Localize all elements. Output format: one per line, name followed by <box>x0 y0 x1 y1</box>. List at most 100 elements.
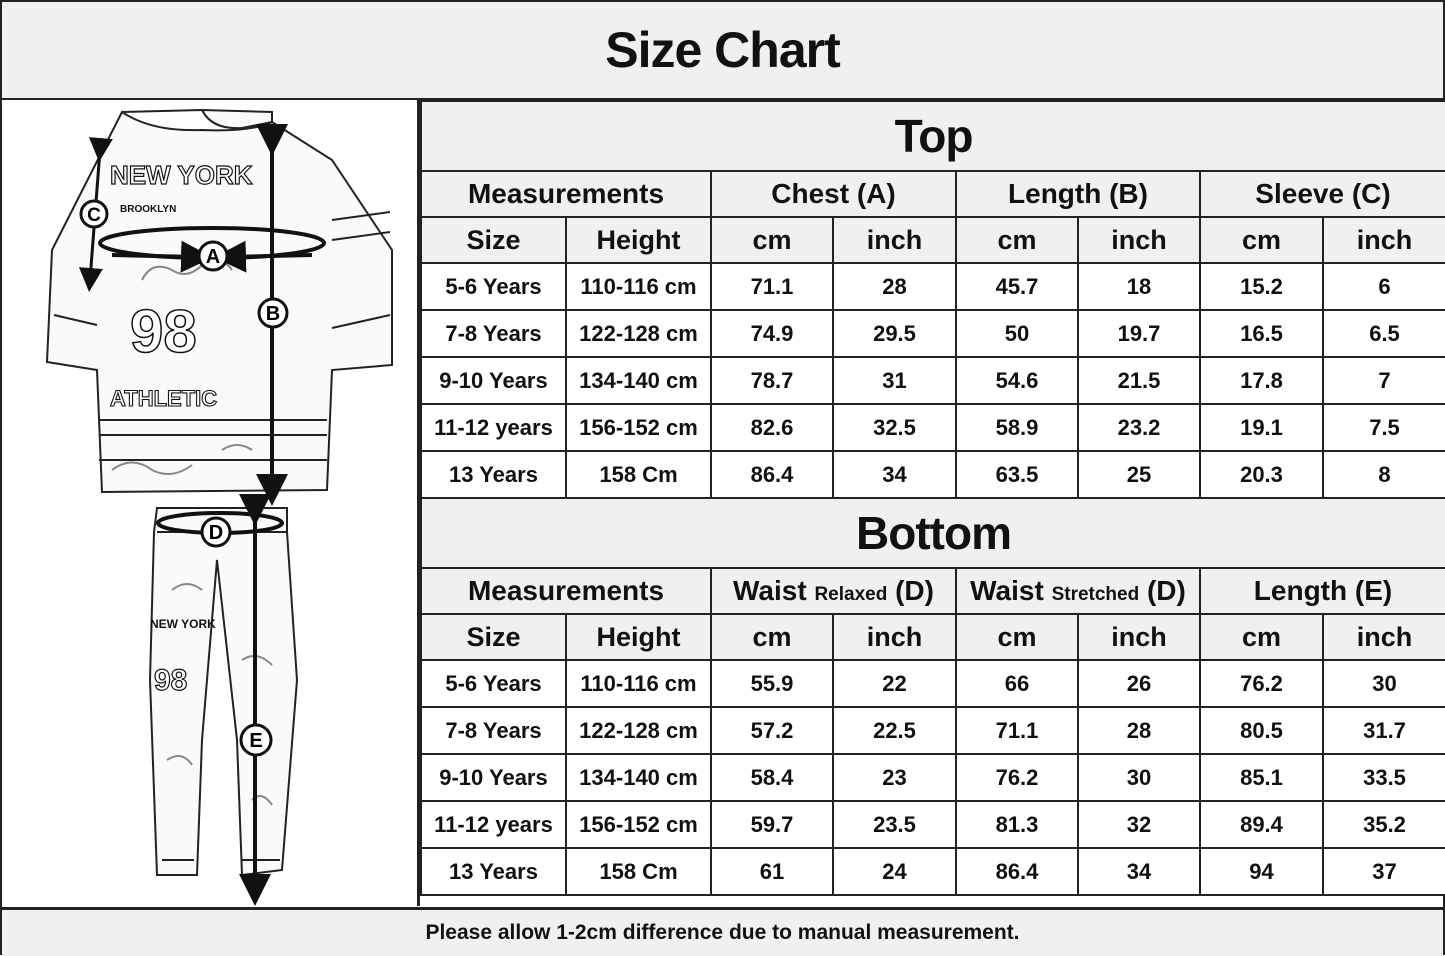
page-title: Size Chart <box>2 2 1443 101</box>
footer-note: Please allow 1-2cm difference due to man… <box>2 907 1443 956</box>
svg-text:D: D <box>209 522 223 544</box>
subheader-row: Size Height cm inch cm inch cm inch <box>420 216 1445 264</box>
table-cell: 55.9 <box>710 659 834 708</box>
table-cell: 78.7 <box>710 356 834 405</box>
group-header-main: Length (E) <box>1253 575 1393 606</box>
table-cell: 5-6 Years <box>420 262 567 311</box>
section-title-row: Bottom <box>419 497 1445 569</box>
table-cell: 15.2 <box>1199 262 1324 311</box>
table-cell: 30 <box>1321 659 1445 708</box>
column-header: cm <box>710 613 834 661</box>
table-cell: 13 Years <box>420 450 567 499</box>
column-header: cm <box>955 216 1079 264</box>
table-cell: 34 <box>1077 847 1201 896</box>
table-cell: 25 <box>1077 450 1201 499</box>
table-cell: 158 Cm <box>565 847 712 896</box>
table-cell: 86.4 <box>955 847 1079 896</box>
table-cell: 28 <box>832 262 957 311</box>
table-cell: 50 <box>955 309 1079 358</box>
table-cell: 76.2 <box>955 753 1079 802</box>
column-header: cm <box>1199 216 1324 264</box>
group-header: Waist Stretched (D) <box>955 567 1201 615</box>
table-cell: 23.2 <box>1077 403 1201 452</box>
table-cell: 6 <box>1321 262 1445 311</box>
table-cell: 31 <box>832 356 957 405</box>
table-cell: 6.5 <box>1321 309 1445 358</box>
column-header: Size <box>420 216 567 264</box>
column-header: inch <box>1077 613 1201 661</box>
table-cell: 24 <box>832 847 957 896</box>
group-header-main: Measurements <box>467 575 665 606</box>
table-row: 9-10 Years 134-140 cm 58.4 23 76.2 30 85.1 33.5 <box>420 753 1445 802</box>
group-header: Measurements <box>420 567 712 615</box>
table-row: 9-10 Years 134-140 cm 78.7 31 54.6 21.5 17.8 7 <box>420 356 1445 405</box>
table-cell: 21.5 <box>1077 356 1201 405</box>
table-cell: 8 <box>1321 450 1445 499</box>
column-header: inch <box>1077 216 1201 264</box>
table-cell: 82.6 <box>710 403 834 452</box>
table-row: 13 Years 158 Cm 61 24 86.4 34 94 37 <box>420 847 1445 896</box>
table-cell: 89.4 <box>1199 800 1324 849</box>
table-cell: 13 Years <box>420 847 567 896</box>
table-cell: 110-116 cm <box>565 262 712 311</box>
marker-e: E <box>239 723 273 757</box>
table-cell: 74.9 <box>710 309 834 358</box>
group-header: Chest (A) <box>710 170 957 218</box>
table-cell: 63.5 <box>955 450 1079 499</box>
table-cell: 94 <box>1199 847 1324 896</box>
table-cell: 45.7 <box>955 262 1079 311</box>
table-cell: 58.4 <box>710 753 834 802</box>
svg-text:B: B <box>266 303 280 325</box>
column-header: Height <box>565 613 712 661</box>
table-cell: 110-116 cm <box>565 659 712 708</box>
table-cell: 134-140 cm <box>565 753 712 802</box>
garment-drawing: NEW YORK BROOKLYN 98 ATHLETIC NEW YORK 9… <box>45 108 393 906</box>
table-cell: 86.4 <box>710 450 834 499</box>
table-cell: 7 <box>1321 356 1445 405</box>
column-header: Size <box>420 613 567 661</box>
column-header: Height <box>565 216 712 264</box>
pants-print-text: NEW YORK <box>150 617 216 631</box>
table-row: 7-8 Years 122-128 cm 57.2 22.5 71.1 28 80.5 31.… <box>420 706 1445 755</box>
group-header: Sleeve (C) <box>1198 170 1445 218</box>
table-cell: 71.1 <box>710 262 834 311</box>
table-cell: 23.5 <box>832 800 957 849</box>
group-header-suffix: (D) <box>1146 575 1186 606</box>
subheader-row: Size Height cm inch cm inch cm inch <box>420 613 1445 661</box>
table-cell: 80.5 <box>1199 706 1324 755</box>
table-cell: 32.5 <box>832 403 957 452</box>
table-cell: 134-140 cm <box>565 356 712 405</box>
table-cell: 37 <box>1321 847 1445 896</box>
shirt-print-text: NEW YORK <box>110 160 253 190</box>
table-cell: 35.2 <box>1321 800 1445 849</box>
table-cell: 34 <box>832 450 957 499</box>
column-header: cm <box>1199 613 1324 661</box>
group-header: Length (B) <box>955 170 1201 218</box>
table-cell: 11-12 years <box>420 403 567 452</box>
group-header-suffix: (D) <box>895 575 934 606</box>
table-cell: 7-8 Years <box>420 309 567 358</box>
group-header: Waist Relaxed (D) <box>710 567 957 615</box>
table-row: 5-6 Years 110-116 cm 55.9 22 66 26 76.2 30 <box>420 659 1445 708</box>
table-cell: 59.7 <box>710 800 834 849</box>
column-header: inch <box>1321 613 1445 661</box>
table-cell: 30 <box>1077 753 1201 802</box>
table-cell: 19.1 <box>1199 403 1324 452</box>
table-cell: 18 <box>1077 262 1201 311</box>
table-cell: 33.5 <box>1321 753 1445 802</box>
table-cell: 5-6 Years <box>420 659 567 708</box>
table-cell: 76.2 <box>1199 659 1324 708</box>
table-cell: 9-10 Years <box>420 356 567 405</box>
table-cell: 22 <box>832 659 957 708</box>
group-header: Length (E) <box>1198 567 1445 615</box>
table-cell: 122-128 cm <box>565 309 712 358</box>
table-cell: 122-128 cm <box>565 706 712 755</box>
garment-illustration: NEW YORK BROOKLYN 98 ATHLETIC NEW YORK 9… <box>2 100 420 906</box>
table-cell: 29.5 <box>832 309 957 358</box>
table-cell: 71.1 <box>955 706 1079 755</box>
table-cell: 85.1 <box>1199 753 1324 802</box>
table-cell: 61 <box>710 847 834 896</box>
table-cell: 23 <box>832 753 957 802</box>
table-row: 5-6 Years 110-116 cm 71.1 28 45.7 18 15.2 6 <box>420 262 1445 311</box>
table-row: 11-12 years 156-152 cm 59.7 23.5 81.3 32 89.4 3… <box>420 800 1445 849</box>
